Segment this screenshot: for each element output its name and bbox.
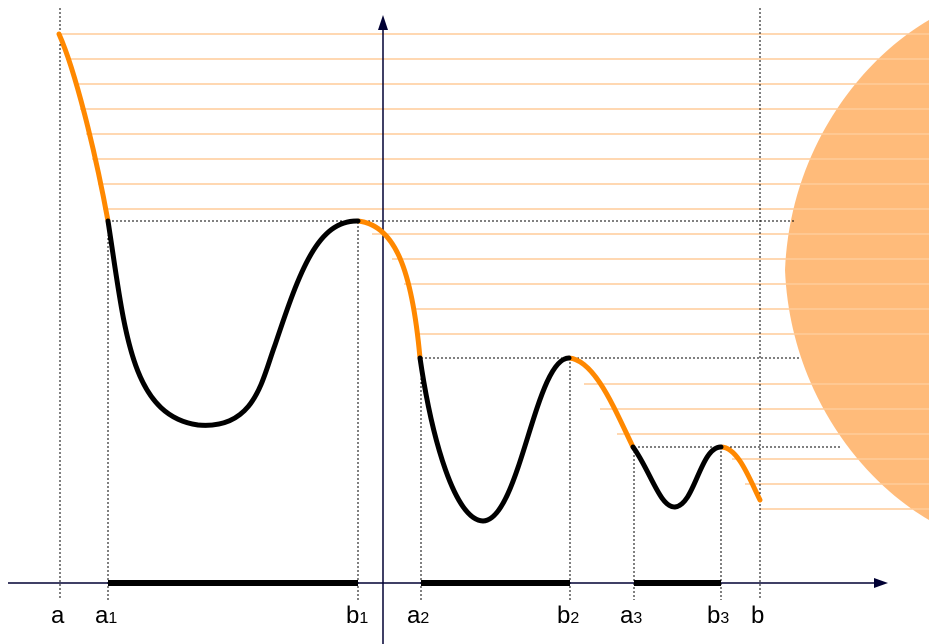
curve-segment-b3-b (718, 444, 763, 503)
sun-rays (60, 33, 929, 510)
curve-segment-a-a1 (56, 31, 111, 224)
y-axis-arrow (378, 15, 388, 30)
label-b: b (751, 602, 764, 629)
x-axis-labels: a a1 b1 a2 b2 a3 b3 b (51, 602, 764, 629)
label-b3: b3 (707, 602, 729, 629)
label-b2: b2 (557, 602, 579, 629)
curve-segment-b1-a2 (355, 218, 423, 361)
curve-visible-segments (56, 31, 763, 503)
label-a1: a1 (95, 602, 117, 629)
level-guides (108, 220, 840, 448)
sun-shape (785, 20, 929, 520)
label-a3: a3 (620, 602, 642, 629)
vertical-guides (59, 8, 761, 600)
curve-segment-a3-b3 (630, 444, 724, 510)
curve-segment-b2-a3 (566, 355, 636, 450)
curve-shadow-segments (105, 218, 724, 524)
x-axis-arrow (874, 578, 888, 588)
curve-segment-a1-b1 (105, 218, 361, 428)
curve-segment-a2-b2 (417, 355, 572, 524)
label-a: a (51, 602, 65, 629)
label-b1: b1 (346, 602, 368, 629)
label-a2: a2 (407, 602, 429, 629)
